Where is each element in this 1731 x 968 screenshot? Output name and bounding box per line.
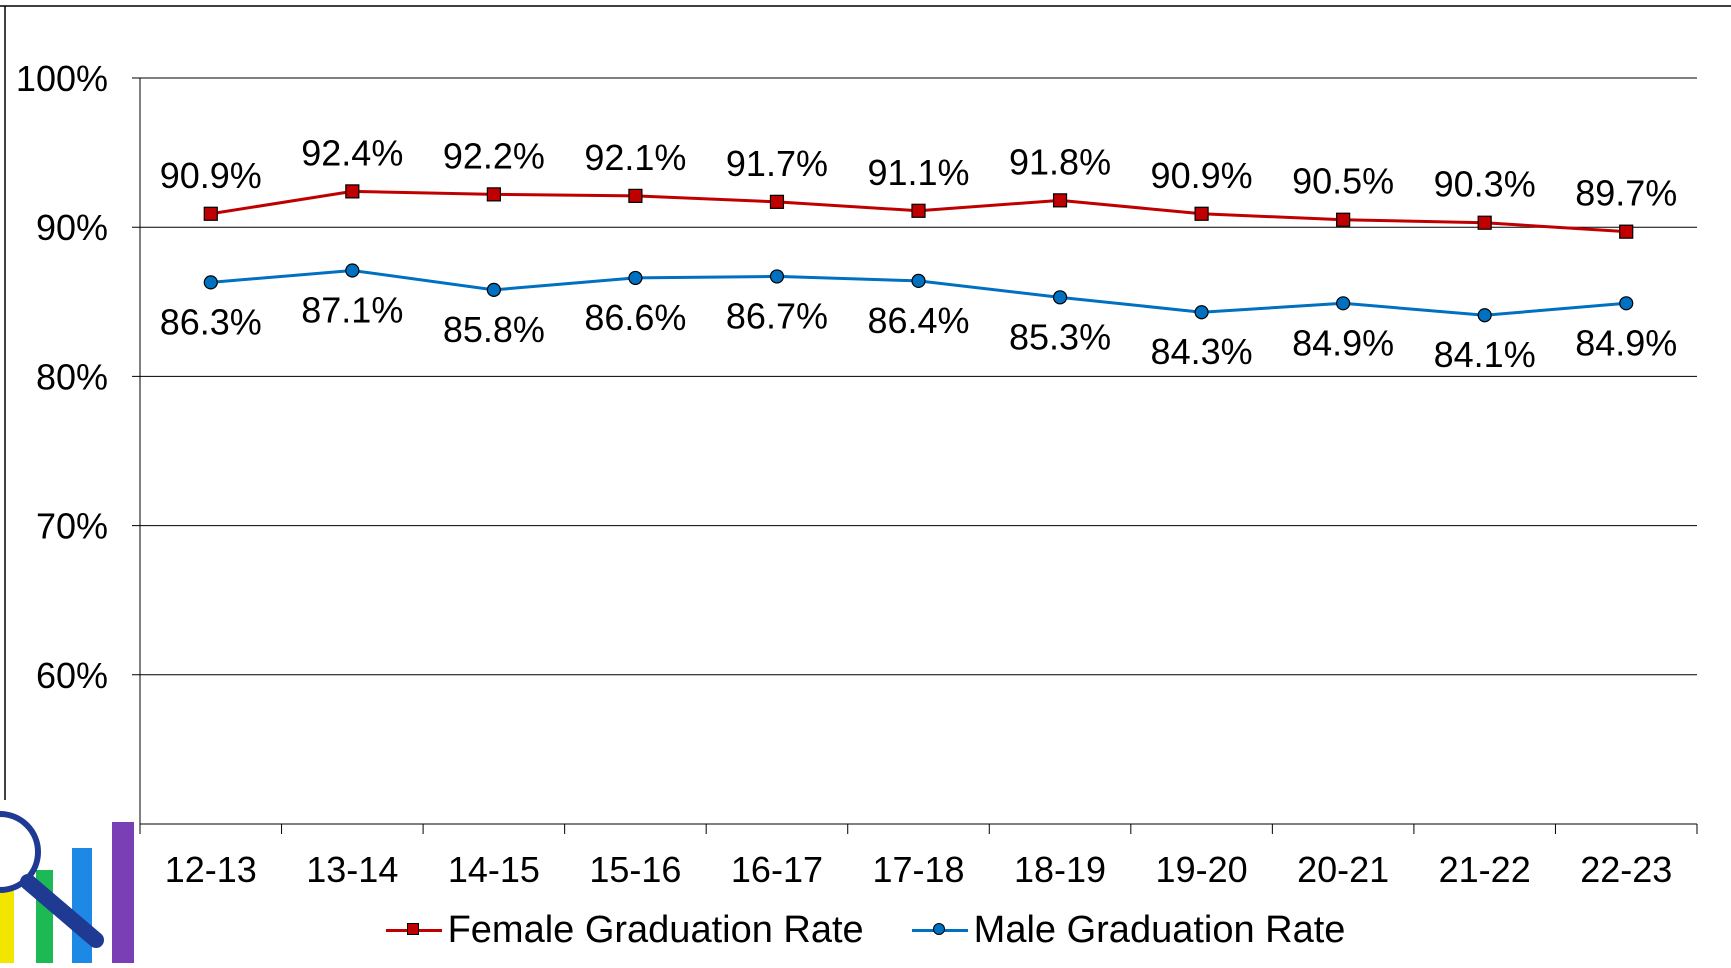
x-tick-label-13-14: 13-14 bbox=[306, 849, 398, 890]
male-data-label-16-17: 86.7% bbox=[726, 295, 828, 336]
male-data-label-15-16: 86.6% bbox=[584, 297, 686, 338]
y-tick-label-90: 90% bbox=[36, 207, 108, 248]
female-point-14-15 bbox=[486, 187, 501, 202]
legend-item-female: Female Graduation Rate bbox=[385, 908, 864, 952]
male-data-label-14-15: 85.8% bbox=[443, 309, 545, 350]
female-point-20-21 bbox=[1336, 212, 1351, 227]
female-point-22-23 bbox=[1619, 224, 1634, 239]
male-data-label-18-19: 85.3% bbox=[1009, 316, 1111, 357]
male-data-label-20-21: 84.9% bbox=[1292, 322, 1394, 363]
legend-swatch-male bbox=[911, 920, 968, 940]
y-tick-label-100: 100% bbox=[16, 58, 108, 99]
male-data-label-13-14: 87.1% bbox=[301, 289, 403, 330]
x-tick-label-17-18: 17-18 bbox=[872, 849, 964, 890]
legend-item-male: Male Graduation Rate bbox=[911, 908, 1346, 952]
x-tick-label-22-23: 22-23 bbox=[1580, 849, 1672, 890]
x-tick-label-20-21: 20-21 bbox=[1297, 849, 1389, 890]
x-tick-label-19-20: 19-20 bbox=[1156, 849, 1248, 890]
male-data-label-17-18: 86.4% bbox=[867, 300, 969, 341]
female-data-label-16-17: 91.7% bbox=[726, 143, 828, 184]
female-data-label-17-18: 91.1% bbox=[867, 152, 969, 193]
female-point-17-18 bbox=[911, 203, 926, 218]
male-data-label-19-20: 84.3% bbox=[1151, 331, 1253, 372]
female-data-label-21-22: 90.3% bbox=[1434, 164, 1536, 205]
x-tick-label-21-22: 21-22 bbox=[1439, 849, 1531, 890]
female-data-label-15-16: 92.1% bbox=[584, 137, 686, 178]
male-point-20-21 bbox=[1336, 296, 1351, 311]
female-data-label-12-13: 90.9% bbox=[160, 155, 262, 196]
y-tick-label-70: 70% bbox=[36, 506, 108, 547]
male-point-16-17 bbox=[769, 269, 785, 284]
legend-label-female: Female Graduation Rate bbox=[447, 908, 864, 951]
female-point-13-14 bbox=[345, 184, 360, 199]
male-point-17-18 bbox=[911, 273, 926, 289]
male-point-21-22 bbox=[1477, 308, 1492, 323]
female-point-21-22 bbox=[1477, 215, 1492, 230]
female-point-16-17 bbox=[769, 194, 785, 209]
male-point-13-14 bbox=[345, 263, 360, 278]
male-data-label-22-23: 84.9% bbox=[1575, 322, 1677, 363]
x-tick-label-16-17: 16-17 bbox=[731, 849, 823, 890]
bar-chart-magnifier-logo bbox=[0, 790, 140, 963]
legend: Female Graduation Rate Male Graduation R… bbox=[0, 902, 1731, 958]
y-tick-label-80: 80% bbox=[36, 356, 108, 397]
x-tick-label-18-19: 18-19 bbox=[1014, 849, 1106, 890]
male-point-15-16 bbox=[628, 270, 643, 286]
x-tick-label-14-15: 14-15 bbox=[448, 849, 540, 890]
y-tick-label-60: 60% bbox=[36, 655, 108, 696]
female-data-label-13-14: 92.4% bbox=[301, 132, 403, 173]
female-data-label-14-15: 92.2% bbox=[443, 135, 545, 176]
legend-label-male: Male Graduation Rate bbox=[973, 908, 1346, 951]
female-data-label-22-23: 89.7% bbox=[1575, 173, 1677, 214]
female-point-12-13 bbox=[203, 206, 218, 221]
male-point-12-13 bbox=[203, 275, 218, 290]
female-point-18-19 bbox=[1052, 193, 1068, 208]
male-data-label-12-13: 86.3% bbox=[160, 301, 262, 342]
female-data-label-19-20: 90.9% bbox=[1151, 155, 1253, 196]
legend-swatch-female bbox=[385, 920, 442, 940]
x-tick-label-12-13: 12-13 bbox=[165, 849, 257, 890]
female-data-label-18-19: 91.8% bbox=[1009, 141, 1111, 182]
male-point-22-23 bbox=[1619, 296, 1634, 311]
x-tick-label-15-16: 15-16 bbox=[589, 849, 681, 890]
male-point-19-20 bbox=[1194, 305, 1209, 320]
female-data-label-20-21: 90.5% bbox=[1292, 161, 1394, 202]
female-point-19-20 bbox=[1194, 206, 1209, 221]
male-point-14-15 bbox=[486, 282, 501, 297]
male-data-label-21-22: 84.1% bbox=[1434, 334, 1536, 375]
female-point-15-16 bbox=[628, 188, 643, 203]
male-point-18-19 bbox=[1052, 290, 1068, 305]
